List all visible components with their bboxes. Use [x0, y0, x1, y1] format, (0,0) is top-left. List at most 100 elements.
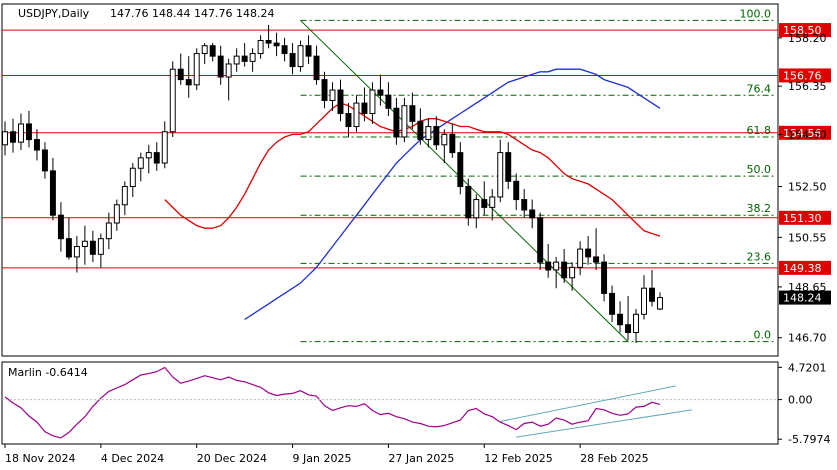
- candle-body: [489, 196, 496, 208]
- candle-body: [545, 261, 552, 271]
- candle-body: [465, 186, 472, 219]
- candle-body: [529, 209, 536, 219]
- candle: [185, 56, 192, 98]
- marlin-channel-upper: [500, 385, 677, 422]
- y-tick-label: 154.50: [788, 128, 827, 141]
- candle-body: [305, 45, 312, 57]
- candle-body: [505, 152, 512, 182]
- candle: [617, 301, 624, 333]
- y-tick-label: 148.65: [788, 281, 827, 294]
- candle: [281, 37, 288, 62]
- candle: [145, 144, 152, 174]
- candle: [113, 199, 120, 231]
- indicator-panel-frame: [1, 361, 779, 445]
- candle-body: [105, 222, 112, 240]
- candle-body: [457, 152, 464, 188]
- x-tick-label: 27 Jan 2025: [388, 452, 454, 465]
- candle-body: [289, 53, 296, 68]
- x-tick-label: 28 Feb 2025: [580, 452, 648, 465]
- candle-body: [297, 45, 304, 68]
- level-tag-text: 156.76: [783, 69, 822, 82]
- candle: [585, 236, 592, 265]
- candle-body: [153, 152, 160, 164]
- candle-body: [481, 199, 488, 208]
- candle: [657, 292, 663, 311]
- candle: [41, 142, 48, 179]
- candle-body: [41, 149, 48, 172]
- x-tick-label: 20 Dec 2024: [197, 452, 267, 465]
- candle: [505, 142, 512, 190]
- candle-body: [569, 266, 576, 279]
- candle-body: [249, 53, 256, 62]
- candle: [593, 228, 600, 270]
- candle-body: [73, 245, 80, 258]
- candle-body: [649, 287, 655, 302]
- candle-body: [2, 131, 8, 146]
- candle-body: [225, 63, 232, 78]
- candle: [73, 236, 80, 273]
- indicator-title: Marlin -0.6414: [8, 366, 88, 379]
- candle: [337, 79, 344, 122]
- fib-level-label: 38.2: [747, 202, 772, 215]
- candle: [169, 61, 176, 137]
- candle: [2, 121, 8, 156]
- candle-body: [657, 297, 663, 310]
- candle: [65, 217, 72, 260]
- candle: [545, 243, 552, 278]
- candle-body: [137, 157, 144, 169]
- candle: [465, 178, 472, 226]
- x-tick-label: 18 Nov 2024: [5, 452, 75, 465]
- candle: [433, 116, 440, 151]
- candle: [57, 202, 64, 252]
- fibonacci-layer: 100.0 76.4 61.8 50.0 38.2 23.6 0.0: [300, 7, 776, 343]
- candle: [313, 45, 320, 85]
- x-tick-label: 4 Dec 2024: [101, 452, 164, 465]
- candle-body: [577, 248, 584, 268]
- last-price-text: 148.24: [783, 292, 822, 305]
- candle: [385, 82, 392, 117]
- candle-body: [97, 238, 104, 255]
- candle-body: [401, 105, 408, 138]
- candle: [33, 129, 40, 161]
- candle-body: [241, 55, 248, 62]
- candle-body: [353, 102, 360, 128]
- candle-body: [393, 107, 400, 138]
- level-price-tag: 154.56: [779, 125, 831, 140]
- level-tag-text: 154.56: [783, 127, 822, 140]
- candle-body: [81, 240, 88, 247]
- level-tag-bg: [779, 260, 831, 275]
- candle: [209, 43, 216, 62]
- candle: [425, 118, 432, 148]
- fib-level-label: 76.4: [747, 82, 772, 95]
- candle: [249, 48, 256, 72]
- fib-level-label: 23.6: [747, 250, 772, 263]
- candle-body: [585, 248, 592, 258]
- candle-body: [521, 199, 528, 211]
- candle: [225, 58, 232, 101]
- candle: [609, 285, 616, 323]
- candle: [289, 43, 296, 75]
- candle: [633, 309, 640, 343]
- candle-body: [169, 68, 176, 133]
- candle: [561, 249, 568, 283]
- candle: [513, 173, 520, 210]
- candle-body: [321, 79, 328, 101]
- y-tick-label: 150.55: [788, 231, 827, 244]
- candle: [10, 118, 16, 153]
- candle: [201, 43, 208, 64]
- candle-body: [281, 45, 288, 55]
- slow-moving-average: [244, 68, 661, 321]
- candle-body: [561, 261, 568, 279]
- candle-body: [593, 256, 600, 263]
- candle: [601, 254, 608, 302]
- candle-body: [425, 126, 432, 141]
- candle: [193, 48, 200, 91]
- candle: [161, 121, 168, 169]
- candle: [177, 53, 184, 85]
- candle: [537, 212, 544, 270]
- candle: [569, 262, 576, 291]
- ohlc-values: 147.76 148.44 147.76 148.24: [110, 7, 274, 20]
- candle: [49, 157, 56, 221]
